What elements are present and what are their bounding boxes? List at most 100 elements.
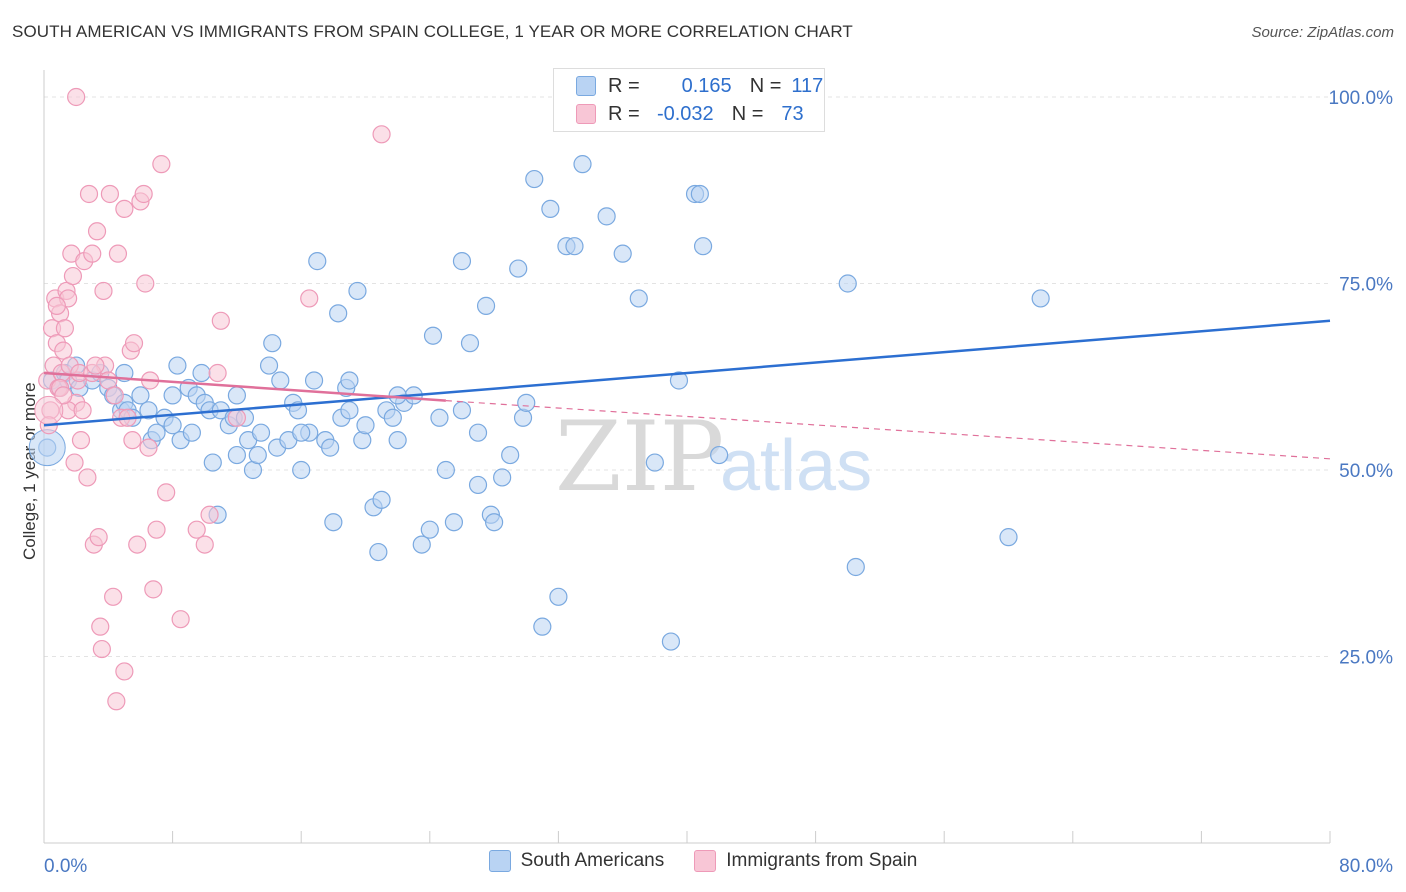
data-point-south-americans — [292, 423, 311, 442]
data-point-immigrants-from-spain — [171, 610, 190, 629]
data-point-south-americans — [412, 535, 431, 554]
data-point-south-americans — [271, 371, 290, 390]
data-point-south-americans — [131, 386, 150, 405]
data-point-immigrants-from-spain — [136, 274, 155, 293]
legend-r-label: R = — [608, 74, 640, 97]
data-point-south-americans — [192, 363, 211, 383]
data-point-immigrants-from-spain — [187, 520, 206, 539]
data-point-immigrants-from-spain — [79, 184, 99, 204]
source-label: Source: ZipAtlas.com — [1251, 24, 1394, 41]
trend-line-immigrants-from-spain — [43, 371, 446, 402]
data-point-south-americans — [248, 445, 267, 465]
data-point-south-americans — [597, 207, 616, 226]
data-point-south-americans — [163, 416, 182, 435]
data-point-immigrants-from-spain — [92, 639, 111, 659]
data-point-south-americans — [669, 371, 689, 390]
legend-n-value: 117 — [791, 74, 824, 97]
data-point-immigrants-from-spain — [65, 453, 84, 472]
series-south-americans — [28, 87, 1050, 651]
data-point-immigrants-from-spain — [134, 184, 153, 204]
data-point-south-americans — [168, 356, 187, 375]
data-point-south-americans — [308, 252, 327, 271]
data-point-immigrants-from-spain — [211, 311, 230, 330]
legend-swatch-pink — [576, 104, 596, 124]
data-point-south-americans — [846, 557, 865, 577]
data-point-south-americans — [259, 356, 279, 375]
data-point-south-americans — [383, 408, 402, 427]
data-point-immigrants-from-spain — [147, 520, 166, 539]
data-point-immigrants-from-spain — [105, 386, 124, 405]
data-point-south-americans — [353, 431, 372, 450]
data-point-south-americans — [452, 401, 472, 420]
watermark: ZIP atlas — [555, 401, 872, 513]
data-point-immigrants-from-spain — [54, 386, 73, 405]
watermark-zip: ZIP — [555, 401, 724, 513]
data-point-immigrants-from-spain — [89, 528, 108, 547]
legend-n-value: 73 — [781, 102, 804, 125]
tick-labels: 100.0% 75.0% 50.0% 25.0% 0.0% 80.0% — [44, 88, 1393, 877]
data-point-south-americans — [139, 401, 158, 420]
data-point-south-americans — [460, 334, 480, 353]
data-point-south-americans — [203, 453, 222, 472]
data-point-immigrants-from-spain — [63, 266, 83, 286]
legend-swatch-pink — [694, 850, 717, 872]
data-point-south-americans — [613, 244, 632, 263]
legend-item-immigrants-from-spain[interactable]: Immigrants from Spain — [694, 850, 917, 872]
data-point-south-americans — [661, 632, 681, 651]
data-point-south-americans — [452, 252, 472, 271]
trend-line-dashed-immigrants-from-spain — [445, 400, 1331, 460]
data-point-immigrants-from-spain — [34, 395, 64, 425]
data-point-immigrants-from-spain — [87, 222, 107, 241]
data-point-south-americans — [356, 416, 375, 435]
data-point-south-americans — [147, 423, 166, 442]
data-point-immigrants-from-spain — [71, 431, 91, 450]
y-tick-label: 100.0% — [1329, 88, 1394, 109]
data-point-south-americans — [292, 460, 311, 480]
legend-item-south-americans[interactable]: South Americans — [488, 850, 665, 872]
data-point-south-americans — [509, 259, 528, 278]
legend-label: South Americans — [520, 850, 665, 871]
data-point-south-americans — [420, 520, 439, 539]
legend-swatch-blue — [576, 76, 596, 96]
data-point-south-americans — [182, 423, 201, 442]
data-point-south-americans — [163, 386, 182, 405]
chart-title: SOUTH AMERICAN VS IMMIGRANTS FROM SPAIN … — [12, 22, 853, 41]
legend-r-value: 0.165 — [681, 74, 732, 97]
data-point-immigrants-from-spain — [94, 281, 113, 301]
legend-n-label: N = — [749, 74, 782, 97]
y-tick-label: 50.0% — [1339, 461, 1393, 482]
data-point-immigrants-from-spain — [157, 483, 176, 502]
data-point-south-americans — [513, 408, 533, 427]
trend-lines — [43, 319, 1331, 460]
data-point-south-americans — [340, 371, 359, 390]
data-point-immigrants-from-spain — [195, 535, 214, 554]
data-point-immigrants-from-spain — [124, 334, 144, 353]
data-point-south-americans — [999, 528, 1018, 547]
data-point-south-americans — [541, 199, 560, 218]
legend-n-label: N = — [731, 102, 764, 125]
data-point-south-americans — [251, 423, 271, 442]
data-point-immigrants-from-spain — [200, 505, 219, 524]
data-point-south-americans — [485, 513, 504, 532]
data-point-south-americans — [565, 237, 584, 256]
data-point-south-americans — [476, 296, 496, 315]
data-point-immigrants-from-spain — [78, 468, 97, 487]
data-point-south-americans — [28, 429, 66, 467]
x-tick-label: 80.0% — [1339, 856, 1393, 877]
y-tick-label: 25.0% — [1339, 648, 1393, 669]
data-point-south-americans — [573, 155, 592, 174]
data-point-south-americans — [645, 453, 664, 472]
data-point-immigrants-from-spain — [227, 408, 246, 427]
data-point-south-americans — [329, 304, 348, 323]
data-point-immigrants-from-spain — [107, 692, 126, 711]
legend-r-label: R = — [608, 102, 640, 125]
data-point-south-americans — [501, 445, 520, 465]
x-tick-label: 0.0% — [44, 856, 87, 877]
data-point-south-americans — [304, 371, 324, 390]
data-point-south-americans — [710, 445, 729, 465]
data-point-south-americans — [517, 393, 536, 412]
data-point-immigrants-from-spain — [47, 296, 66, 315]
data-point-south-americans — [372, 490, 391, 509]
data-point-immigrants-from-spain — [100, 184, 120, 204]
